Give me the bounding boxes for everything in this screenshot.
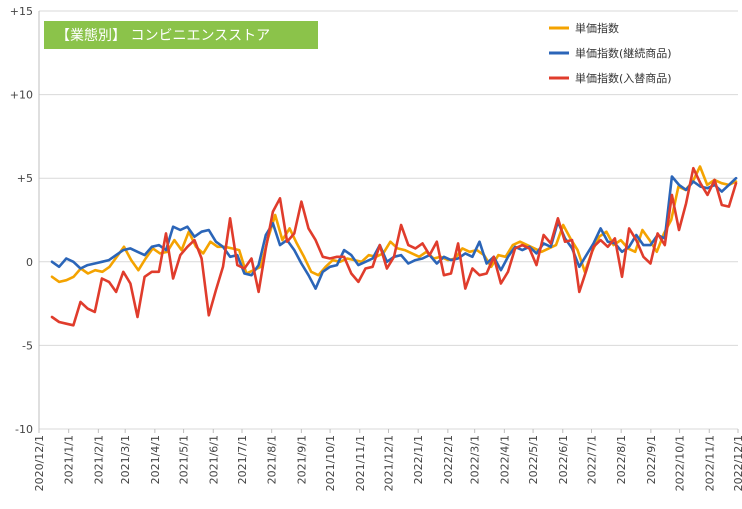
series-layer (50, 165, 738, 327)
x-tick-label: 2021/1/1 (63, 435, 76, 484)
legend-label: 単価指数(入替商品) (575, 71, 672, 85)
x-tick-label: 2022/1/1 (412, 435, 425, 484)
x-tick-label: 2022/12/1 (732, 435, 742, 491)
x-tick-label: 2021/10/1 (324, 435, 337, 491)
x-tick-label: 2022/9/1 (645, 435, 658, 484)
x-tick-label: 2021/3/1 (119, 435, 132, 484)
x-tick-label: 2021/4/1 (149, 435, 162, 484)
x-tick-label: 2022/8/1 (615, 435, 628, 484)
x-tick-label: 2022/10/1 (674, 435, 687, 491)
x-tick-label: 2020/12/1 (33, 435, 46, 491)
series-line-1 (50, 165, 738, 284)
x-tick-label: 2022/7/1 (585, 435, 598, 484)
legend-label: 単価指数(継続商品) (575, 46, 672, 60)
x-tick-label: 2021/7/1 (236, 435, 249, 484)
legend-label: 単価指数 (575, 21, 619, 35)
x-tick-label: 2021/11/1 (354, 435, 367, 491)
chart-title-box: 【業態別】 コンビニエンスストア (44, 21, 318, 49)
y-tick-label: -10 (15, 423, 33, 436)
y-tick-label: 0 (26, 256, 33, 269)
y-tick-label: +5 (17, 172, 33, 185)
x-tick-label: 2021/6/1 (207, 435, 220, 484)
x-tick-label: 2021/9/1 (295, 435, 308, 484)
x-tick-label: 2022/6/1 (557, 435, 570, 484)
chart-title: 【業態別】 コンビニエンスストア (56, 28, 271, 44)
y-tick-label: +10 (10, 89, 33, 102)
x-tick-label: 2021/12/1 (383, 435, 396, 491)
x-tick-label: 2021/5/1 (178, 435, 191, 484)
y-tick-label: +15 (10, 5, 33, 18)
x-tick-label: 2022/5/1 (527, 435, 540, 484)
series-line-3 (50, 166, 738, 327)
x-tick-label: 2021/2/1 (92, 435, 105, 484)
x-tick-label: 2021/8/1 (266, 435, 279, 484)
x-tick-label: 2022/4/1 (498, 435, 511, 484)
x-tick-label: 2022/11/1 (703, 435, 716, 491)
x-tick-label: 2022/3/1 (469, 435, 482, 484)
y-tick-label: -5 (22, 339, 33, 352)
x-tick-label: 2022/2/1 (442, 435, 455, 484)
